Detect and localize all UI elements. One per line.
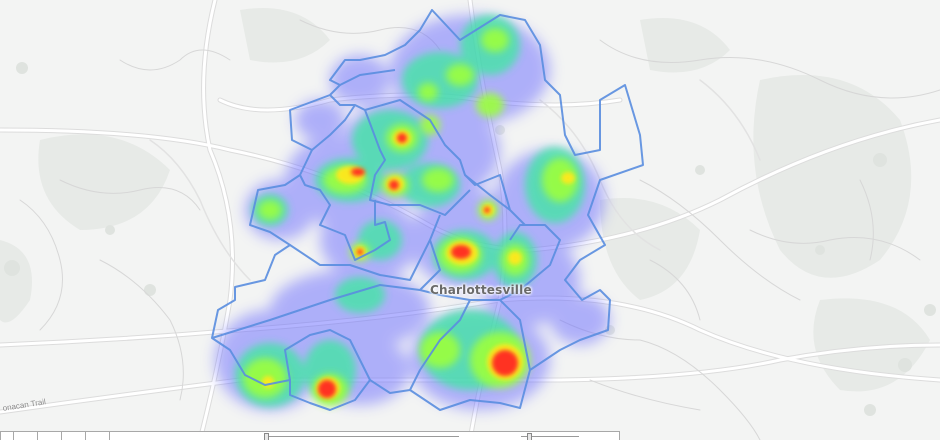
heatmap-layer [215,15,610,410]
layer-button[interactable] [14,432,38,440]
opacity-slider[interactable] [521,432,579,440]
zoom-button[interactable] [0,432,14,440]
radius-slider-track [264,436,459,437]
opacity-slider-thumb[interactable] [527,433,532,440]
radius-slider-thumb[interactable] [264,433,269,440]
radius-slider[interactable] [264,432,459,440]
district-boundaries [211,9,644,411]
place-label-charlottesville: Charlottesville [430,283,532,297]
measure-button[interactable] [86,432,110,440]
filter-button[interactable] [38,432,62,440]
map-toolbar [0,431,620,440]
opacity-slider-track [521,436,579,437]
draw-button[interactable] [62,432,86,440]
